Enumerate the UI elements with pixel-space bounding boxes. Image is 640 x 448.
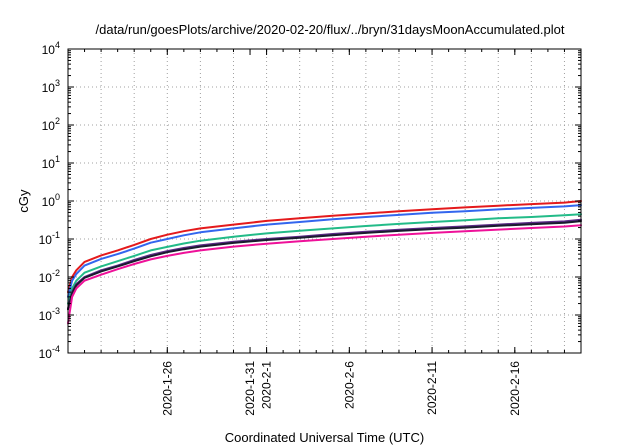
x-tick-label: 2020-2-1	[260, 361, 274, 409]
series-line-1	[67, 200, 582, 294]
y-tick-label: 100	[42, 192, 60, 209]
y-tick-label: 102	[42, 116, 60, 133]
x-tick-label: 2020-1-31	[243, 361, 257, 416]
y-axis-label: cGy	[16, 189, 31, 213]
x-tick-label: 2020-2-16	[508, 361, 522, 416]
y-tick-label: 10-4	[39, 344, 60, 361]
y-tick-label: 10-3	[39, 306, 60, 323]
y-axis-ticks: 10-4 10-3 10-2 10-1 100 101 102 103 104	[39, 40, 581, 361]
x-axis-label: Coordinated Universal Time (UTC)	[225, 430, 424, 445]
y-tick-label: 101	[42, 154, 60, 171]
y-tick-label: 104	[42, 40, 60, 57]
series-line-2	[67, 204, 582, 298]
x-axis-ticks: 2020-1-26 2020-1-31 2020-2-1 2020-2-6 2020-2…	[84, 49, 565, 416]
series-line-3	[67, 213, 582, 305]
y-tick-label: 103	[42, 78, 60, 95]
chart-title: /data/run/goesPlots/archive/2020-02-20/f…	[96, 22, 565, 37]
y-tick-label: 10-1	[39, 230, 60, 247]
x-tick-label: 2020-2-11	[425, 361, 439, 415]
x-tick-label: 2020-1-26	[160, 361, 174, 416]
series-line-4	[67, 218, 582, 310]
series-line-6	[67, 224, 582, 325]
series-layer	[67, 200, 582, 325]
y-tick-label: 10-2	[39, 268, 60, 285]
x-tick-label: 2020-2-6	[342, 361, 356, 409]
grid	[68, 49, 581, 353]
series-line-5	[67, 220, 582, 311]
